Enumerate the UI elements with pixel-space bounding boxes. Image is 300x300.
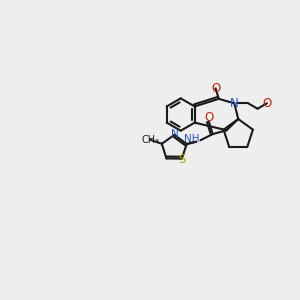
Text: O: O: [262, 97, 272, 110]
Text: N: N: [230, 97, 239, 110]
Text: O: O: [204, 111, 214, 124]
Text: O: O: [211, 82, 220, 95]
Text: NH: NH: [184, 134, 200, 145]
Text: CH₃: CH₃: [141, 135, 159, 145]
Text: N: N: [170, 129, 178, 139]
Text: S: S: [178, 153, 185, 166]
